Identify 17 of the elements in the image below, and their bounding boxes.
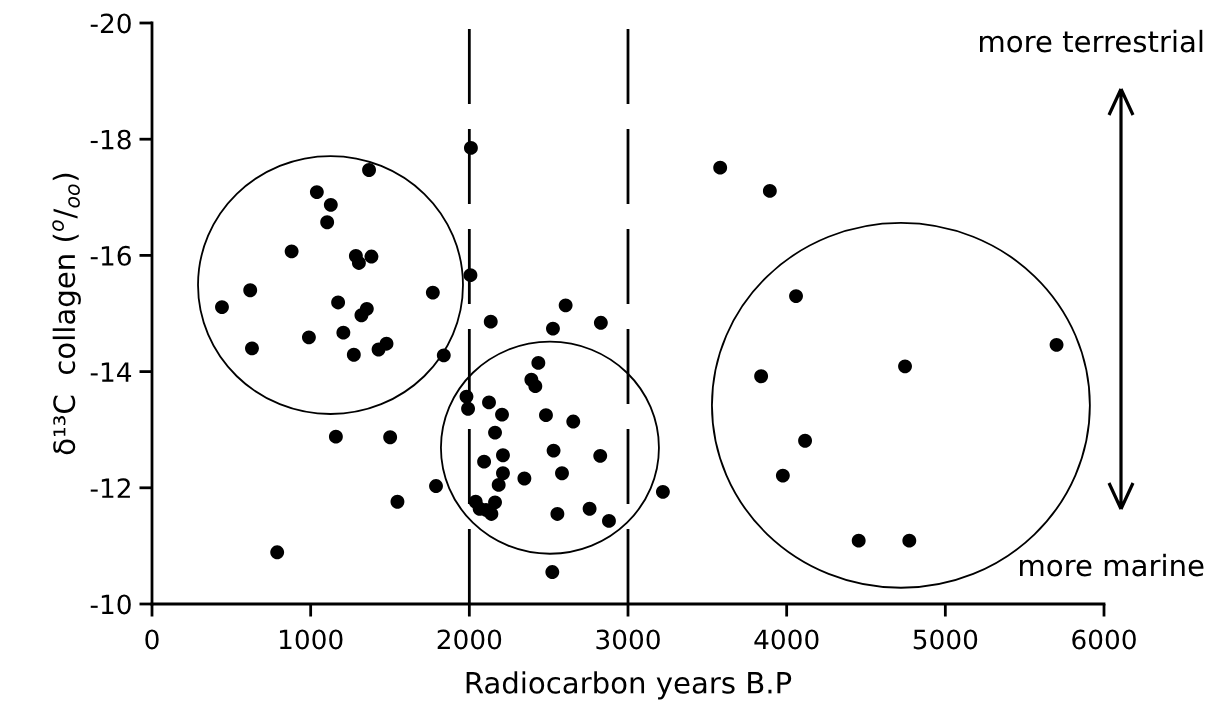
y-tick-label: -14 (90, 362, 132, 382)
y-tick-label: -18 (90, 129, 131, 150)
y-tick-label: -12 (90, 478, 130, 498)
x-tick-label: 6000 (1072, 629, 1136, 650)
x-tick-label: 2000 (437, 629, 502, 650)
y-tick-label: -10 (90, 594, 131, 615)
annotation: more terrestrial (980, 29, 1203, 53)
x-tick-label: 5000 (913, 629, 978, 650)
x-tick-label: 3000 (596, 629, 660, 650)
x-tick-label: 4000 (754, 629, 819, 650)
x-axis-title: Radiocarbon years B.P (466, 671, 792, 700)
y-tick-label: -16 (90, 245, 131, 266)
annotation: more marine (1020, 553, 1204, 577)
y-tick-label: -20 (90, 13, 131, 34)
x-tick-label: 0 (145, 629, 159, 650)
x-tick-label: 1000 (279, 629, 343, 650)
y-axis-title: δ¹³C collagen ($^{o}$/$_{oo}$) (52, 173, 81, 455)
